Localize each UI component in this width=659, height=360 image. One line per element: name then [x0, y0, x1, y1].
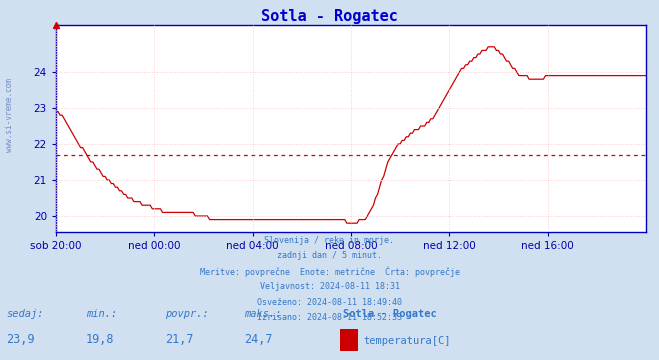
Text: Slovenija / reke in morje.: Slovenija / reke in morje. — [264, 236, 395, 245]
Text: temperatura[C]: temperatura[C] — [364, 336, 451, 346]
Text: Veljavnost: 2024-08-11 18:31: Veljavnost: 2024-08-11 18:31 — [260, 282, 399, 291]
Text: sedaj:: sedaj: — [7, 309, 44, 319]
Text: maks.:: maks.: — [244, 309, 281, 319]
Text: Sotla - Rogatec: Sotla - Rogatec — [343, 309, 436, 319]
Text: min.:: min.: — [86, 309, 117, 319]
Text: 19,8: 19,8 — [86, 333, 114, 346]
Text: zadnji dan / 5 minut.: zadnji dan / 5 minut. — [277, 251, 382, 260]
Text: Izrisano: 2024-08-11 18:52:33: Izrisano: 2024-08-11 18:52:33 — [257, 313, 402, 322]
Text: Meritve: povprečne  Enote: metrične  Črta: povprečje: Meritve: povprečne Enote: metrične Črta:… — [200, 267, 459, 277]
Text: 21,7: 21,7 — [165, 333, 193, 346]
Text: www.si-vreme.com: www.si-vreme.com — [5, 78, 14, 152]
Text: Sotla - Rogatec: Sotla - Rogatec — [261, 9, 398, 24]
Text: Osveženo: 2024-08-11 18:49:40: Osveženo: 2024-08-11 18:49:40 — [257, 298, 402, 307]
Text: povpr.:: povpr.: — [165, 309, 208, 319]
Text: 24,7: 24,7 — [244, 333, 272, 346]
Text: 23,9: 23,9 — [7, 333, 35, 346]
